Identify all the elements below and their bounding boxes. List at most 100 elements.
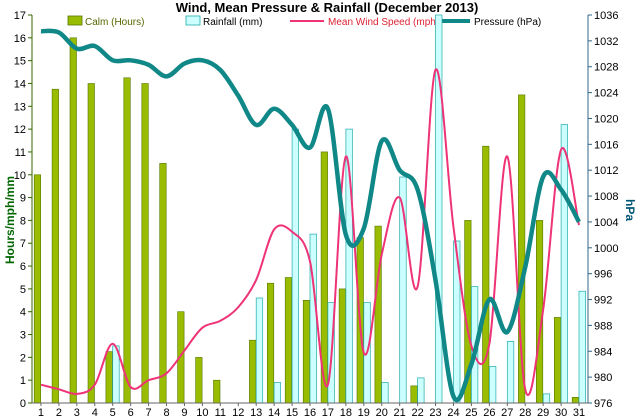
y-tick-label: 1 (20, 375, 26, 387)
rainfall-bar (506, 341, 515, 404)
y2-tick-label: 1024 (594, 88, 618, 100)
y-tick-label: 8 (20, 215, 26, 227)
calm-bar (338, 288, 346, 404)
y-tick-label: 4 (20, 307, 26, 319)
y2-tick-label: 1036 (594, 10, 618, 22)
rainfall-bar (542, 393, 551, 404)
calm-bar (249, 339, 257, 404)
x-tick-label: 28 (519, 407, 531, 419)
y2-axis-label: hPa (623, 199, 635, 221)
calm-bar (195, 357, 203, 404)
x-tick-label: 31 (573, 407, 585, 419)
x-tick-label: 1 (38, 407, 44, 419)
rainfall-bar (578, 290, 586, 404)
legend-label: Mean Wind Speed (mph) (328, 17, 439, 28)
legend: Calm (Hours) Rainfall (mm) Mean Wind Speed… (67, 15, 541, 28)
y-axis-label: Hours/mph/mm (3, 176, 17, 264)
legend-label: Rainfall (mm) (203, 17, 262, 28)
y-tick-label: 15 (14, 56, 26, 68)
y-tick-label: 9 (20, 193, 26, 205)
x-tick-label: 25 (465, 407, 477, 419)
y-tick-label: 14 (14, 78, 26, 90)
y2-tick-label: 1016 (594, 139, 618, 151)
y2-tick-label: 1008 (594, 191, 618, 203)
x-tick-label: 29 (537, 407, 549, 419)
calm-bar (482, 145, 490, 404)
x-tick-label: 6 (128, 407, 134, 419)
y2-tick-label: 1028 (594, 62, 618, 74)
y2-tick-label: 980 (594, 372, 612, 384)
pressure-line (40, 28, 581, 403)
y2-tick-label: 1004 (594, 217, 618, 229)
x-tick-label: 19 (358, 407, 370, 419)
calm-bar (69, 37, 77, 404)
x-tick-label: 27 (501, 407, 513, 419)
rainfall-bar (255, 297, 264, 404)
calm-bar (87, 83, 95, 404)
calm-bar (159, 163, 167, 404)
y-tick-label: 0 (20, 398, 26, 410)
x-tick-label: 17 (322, 407, 334, 419)
y2-tick-label: 976 (594, 398, 612, 410)
x-tick-label: 30 (555, 407, 567, 419)
y-tick-label: 11 (15, 147, 26, 159)
rainfall-bar (291, 128, 299, 404)
rainfall-bar (560, 124, 568, 404)
x-tick-label: 21 (394, 407, 406, 419)
x-tick-label: 8 (163, 407, 169, 419)
x-tick-label: 9 (181, 407, 187, 419)
calm-bar (33, 174, 42, 404)
rainfall-bar (489, 366, 497, 404)
x-tick-label: 3 (74, 407, 80, 419)
x-tick-label: 15 (286, 407, 298, 419)
legend-label: Pressure (hPa) (474, 17, 541, 28)
y-tick-label: 6 (20, 261, 26, 273)
rainfall-bar (273, 382, 281, 404)
y-tick-label: 16 (14, 33, 26, 45)
legend-label: Calm (Hours) (85, 17, 144, 28)
calm-bar (51, 88, 59, 404)
calm-bar (571, 396, 580, 404)
legend-swatch (185, 15, 201, 26)
calm-bar (302, 299, 311, 404)
x-tick-label: 26 (483, 407, 495, 419)
x-tick-label: 23 (429, 407, 441, 419)
calm-bar (123, 77, 131, 404)
y-tick-label: 7 (20, 238, 26, 250)
rainfall-bar (417, 377, 425, 404)
x-tick-label: 14 (268, 407, 280, 419)
x-tick-label: 12 (232, 407, 244, 419)
calm-bar (374, 225, 382, 404)
x-tick-label: 13 (250, 407, 262, 419)
x-tick-label: 24 (447, 407, 459, 419)
x-tick-label: 10 (196, 407, 208, 419)
x-tick-label: 2 (56, 407, 62, 419)
x-tick-label: 11 (215, 407, 226, 419)
x-tick-label: 18 (340, 407, 352, 419)
y2-tick-label: 1012 (594, 165, 618, 177)
y2-tick-label: 1032 (594, 36, 618, 48)
y-tick-label: 13 (14, 101, 26, 113)
y2-tick-label: 1020 (594, 113, 618, 125)
x-tick-label: 22 (411, 407, 423, 419)
y2-tick-label: 996 (594, 269, 612, 281)
y2-tick-label: 1000 (594, 243, 618, 255)
y-tick-label: 2 (20, 352, 26, 364)
y-tick-label: 5 (20, 284, 26, 296)
legend-swatch (67, 15, 83, 26)
bar-layer (33, 14, 586, 404)
y-tick-label: 12 (14, 124, 26, 136)
calm-bar (284, 277, 293, 404)
x-tick-label: 16 (304, 407, 316, 419)
rainfall-bar (309, 233, 317, 404)
calm-bar (535, 220, 544, 404)
line-layer (40, 28, 581, 403)
y-tick-label: 17 (14, 10, 26, 22)
calm-bar (141, 83, 149, 404)
calm-bar (266, 282, 275, 404)
y-tick-label: 10 (14, 170, 26, 182)
x-tick-label: 7 (146, 407, 152, 419)
axes: 0123456789101112131415161797698098498899… (14, 10, 619, 419)
y2-tick-label: 984 (594, 346, 612, 358)
